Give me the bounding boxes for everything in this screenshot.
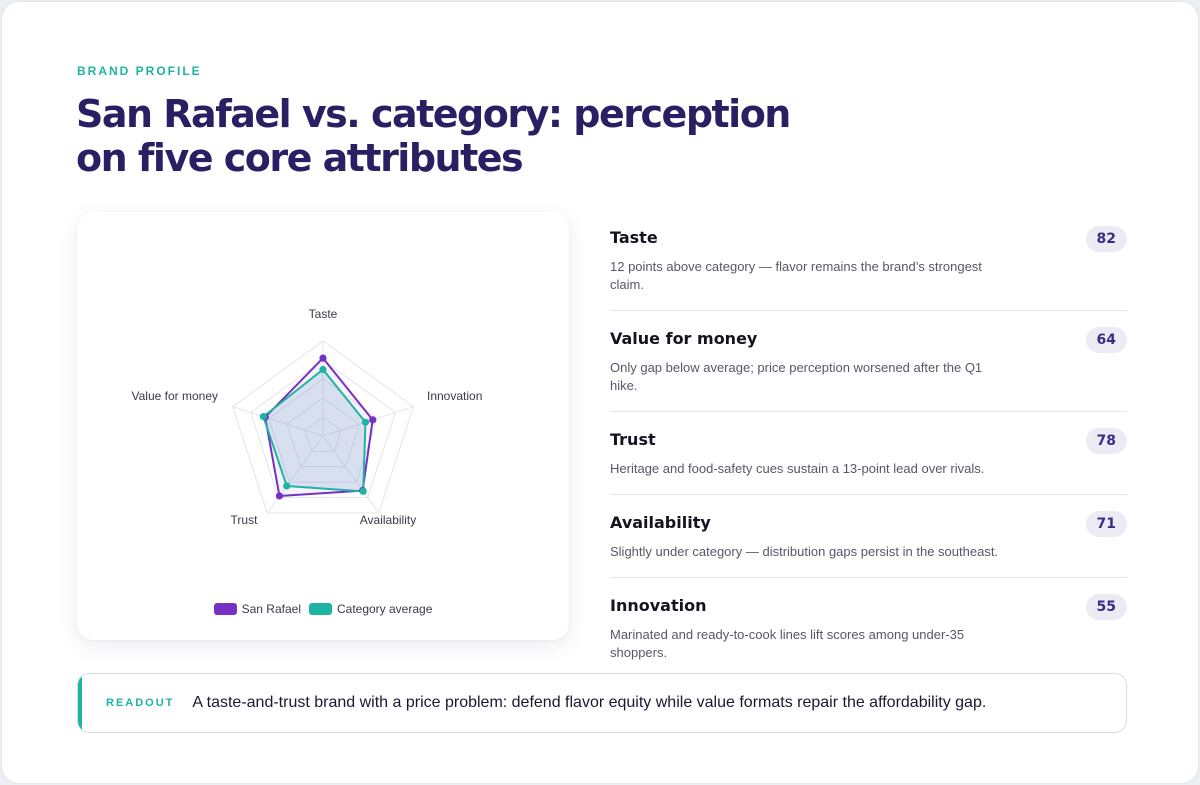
axis-label: Value for money — [132, 389, 219, 403]
grid-spoke — [322, 435, 380, 514]
grid-ring — [304, 416, 342, 452]
attribute-description: Slightly under category — distribution g… — [610, 544, 999, 559]
attribute-name: Value for money — [610, 329, 758, 348]
score-badge: 82 — [1085, 226, 1127, 252]
data-point — [361, 418, 370, 426]
attribute-name: Taste — [610, 228, 658, 247]
score-badge: 71 — [1085, 511, 1127, 537]
legend-swatch — [213, 603, 237, 615]
grid-ring — [268, 378, 378, 483]
attribute-name: Trust — [610, 430, 656, 449]
data-point — [319, 354, 327, 362]
axis-label: Availability — [360, 513, 416, 527]
data-point — [275, 492, 284, 500]
radar-chart-panel: Taste Innovation Availability Trust Value fo… — [77, 212, 569, 640]
data-point — [283, 482, 291, 490]
radar-chart: Taste Innovation Availability Trust Value fo… — [132, 307, 483, 527]
attribute-row: Availability 71 Slightly under category — … — [610, 495, 1127, 578]
legend-swatch — [308, 603, 332, 615]
axis-label: Taste — [309, 307, 338, 321]
legend-item: Category average — [308, 602, 433, 616]
grid-spoke — [232, 406, 324, 437]
attribute-description: Marinated and ready-to-cook lines lift s… — [610, 627, 965, 660]
series-area — [262, 368, 367, 493]
data-point — [369, 416, 377, 424]
page-title: San Rafael vs. category: perception on f… — [76, 92, 791, 180]
attribute-description: Only gap below average; price perception… — [610, 360, 983, 393]
grid-ring — [286, 397, 360, 468]
attribute-description: Heritage and food-safety cues sustain a … — [610, 461, 985, 476]
attribute-row: Trust 78 Heritage and food-safety cues sus… — [610, 412, 1127, 495]
data-point — [319, 365, 327, 374]
axis-label: Trust — [231, 513, 259, 527]
data-point — [259, 413, 267, 421]
readout-box: READOUT A taste-and-trust brand with a p… — [77, 673, 1127, 733]
legend-label: Category average — [336, 602, 433, 616]
grid-spoke — [266, 435, 324, 514]
attribute-description: 12 points above category — flavor remain… — [610, 259, 982, 292]
eyebrow-label: BRAND PROFILE — [77, 64, 202, 78]
attribute-row: Innovation 55 Marinated and ready-to-cook … — [610, 578, 1127, 678]
attribute-name: Innovation — [610, 596, 707, 615]
chart-legend: San Rafael Category average — [77, 602, 569, 616]
legend-label: San Rafael — [241, 602, 301, 616]
score-badge: 55 — [1085, 594, 1127, 620]
score-badge: 78 — [1085, 428, 1127, 454]
grid-ring — [232, 340, 414, 514]
legend-item: San Rafael — [213, 602, 301, 616]
attribute-row: Value for money 64 Only gap below average;… — [610, 311, 1127, 412]
readout-tag: READOUT — [106, 697, 175, 709]
score-badge: 64 — [1085, 327, 1127, 353]
grid-ring — [250, 359, 396, 498]
data-point — [359, 487, 367, 495]
attribute-row: Taste 82 12 points above category — flavor… — [610, 226, 1127, 311]
axis-label: Innovation — [427, 389, 482, 403]
attribute-name: Availability — [610, 513, 711, 532]
attribute-list: Taste 82 12 points above category — flavor… — [610, 226, 1127, 678]
readout-text: A taste-and-trust brand with a price pro… — [192, 694, 987, 711]
